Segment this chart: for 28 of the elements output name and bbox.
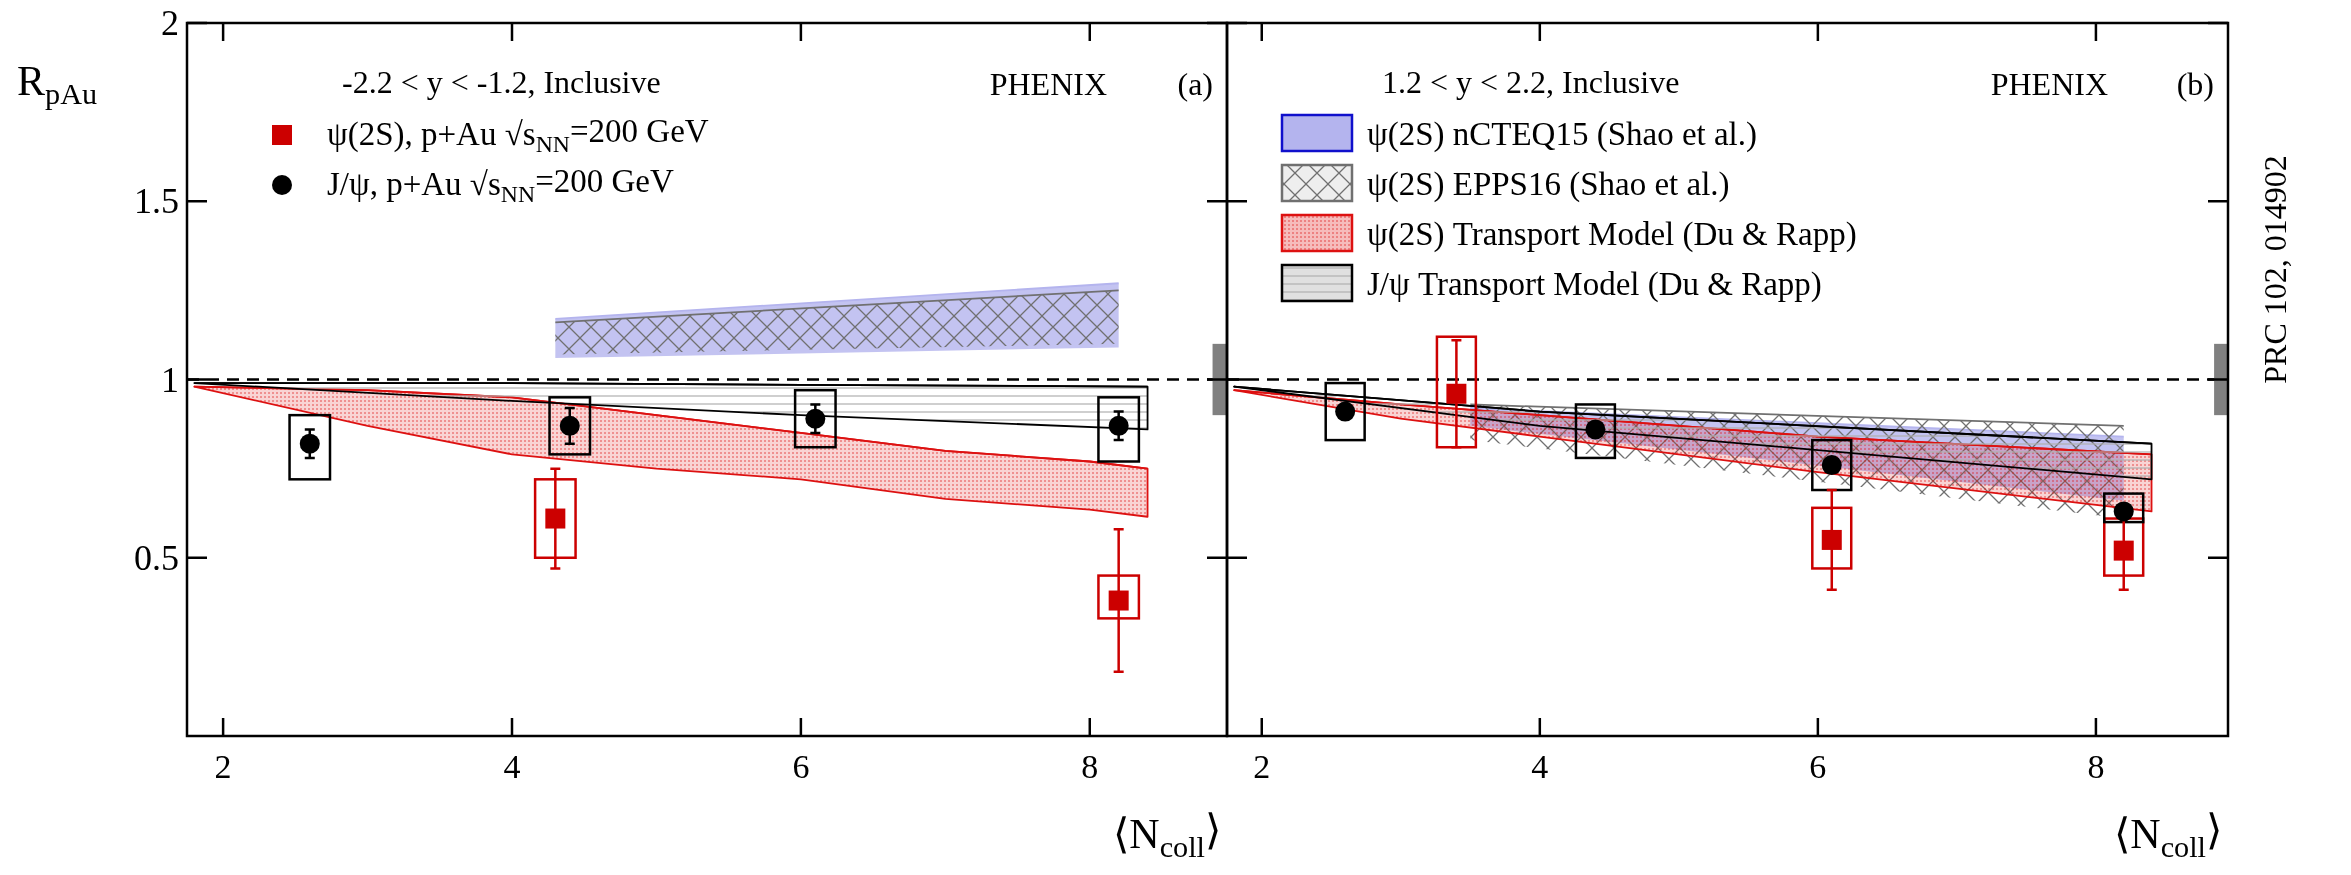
annotation: (b) [2176,66,2214,102]
x-tick-label: 6 [1809,748,1827,785]
legend-title: -2.2 < y < -1.2, Inclusive [342,64,661,100]
y-tick-label: 1.5 [134,181,179,222]
x-axis-title: ⟨N$_{coll}$⟩ [1113,807,1221,865]
y-axis-title: R$_{pAu}$ [17,58,98,112]
legend-label: ψ(2S) EPPS16 (Shao et al.) [1367,166,1730,203]
y-tick-label: 1 [161,359,179,400]
x-tick-label: 8 [1081,748,1099,785]
legend-label: J/ψ Transport Model (Du & Rapp) [1367,266,1822,303]
legend-label: ψ(2S), p+Au √s$_{NN}$=200 GeV [327,113,709,158]
x-tick-label: 8 [2087,748,2105,785]
y-tick-label: 2 [161,3,179,43]
annotation: PHENIX [989,66,1107,102]
y-tick-label: 0.5 [134,537,179,578]
legend-label: ψ(2S) nCTEQ15 (Shao et al.) [1367,116,1758,153]
annotation: (a) [1177,66,1213,102]
x-tick-label: 6 [792,748,810,785]
text: PRC 102, 014902 [2257,155,2293,384]
x-tick-label: 2 [214,748,232,785]
x-tick-label: 4 [503,748,521,785]
legend-label: ψ(2S) Transport Model (Du & Rapp) [1367,216,1857,253]
legend-label: J/ψ, p+Au √s$_{NN}$=200 GeV [327,163,674,208]
x-tick-label: 2 [1253,748,1271,785]
x-axis-title: ⟨N$_{coll}$⟩ [2114,807,2222,865]
legend-title: 1.2 < y < 2.2, Inclusive [1382,64,1680,100]
x-tick-label: 4 [1531,748,1549,785]
annotation: PHENIX [1990,66,2108,102]
